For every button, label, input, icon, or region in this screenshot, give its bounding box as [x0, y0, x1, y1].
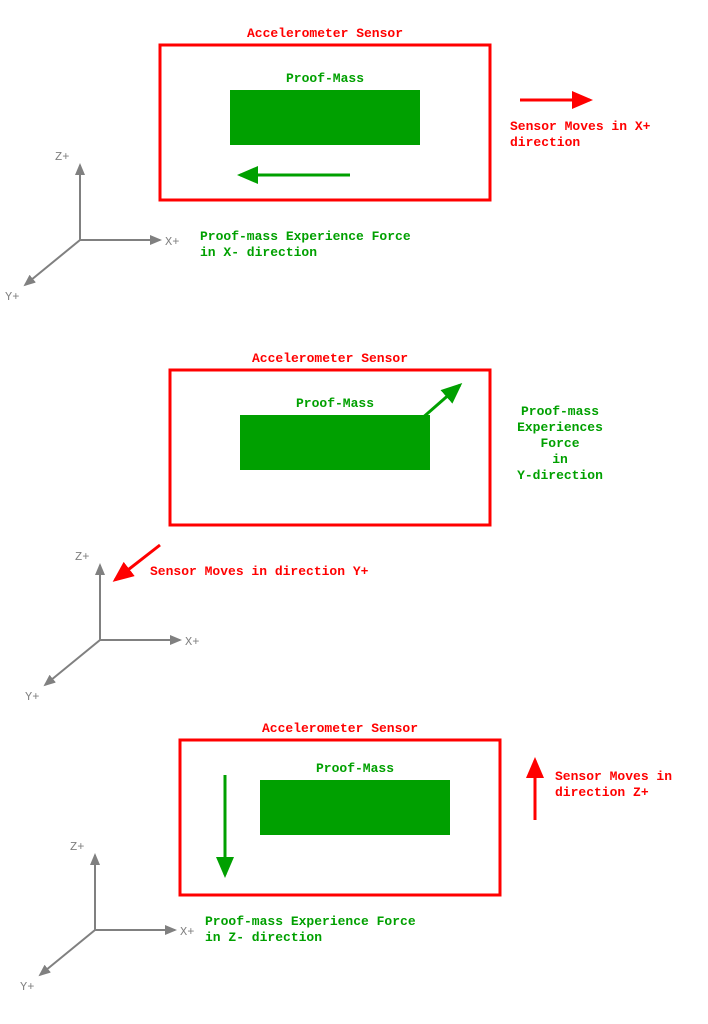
sensor-move-text: Sensor Moves in direction Y+: [150, 564, 369, 579]
proof-force-arrow: [420, 385, 460, 420]
axes: Z+ X+ Y+: [5, 150, 179, 304]
svg-text:Y+: Y+: [25, 690, 39, 704]
panel-1: Accelerometer Sensor Proof-Mass Sensor Mov…: [25, 351, 603, 704]
sensor-title: Accelerometer Sensor: [262, 721, 418, 736]
svg-text:Z+: Z+: [55, 150, 69, 164]
sensor-title: Accelerometer Sensor: [252, 351, 408, 366]
proof-force-text: Proof-mass Experience Forcein X- directi…: [200, 229, 411, 260]
svg-text:Y+: Y+: [20, 980, 34, 994]
svg-text:Y+: Y+: [5, 290, 19, 304]
proof-mass: [230, 90, 420, 145]
proof-mass: [260, 780, 450, 835]
axes: Z+ X+ Y+: [20, 840, 194, 994]
svg-text:X+: X+: [185, 635, 199, 649]
proof-mass: [240, 415, 430, 470]
sensor-move-text: Sensor Moves in X+direction: [510, 119, 651, 150]
sensor-move-text: Sensor Moves indirection Z+: [555, 769, 672, 800]
proof-mass-label: Proof-Mass: [296, 396, 374, 411]
svg-text:Z+: Z+: [70, 840, 84, 854]
svg-text:X+: X+: [180, 925, 194, 939]
proof-force-text: Proof-massExperiencesForceinY-direction: [517, 404, 603, 483]
panel-2: Accelerometer Sensor Proof-Mass Sensor Mov…: [20, 721, 672, 994]
panel-0: Accelerometer Sensor Proof-Mass Sensor Mov…: [5, 26, 651, 304]
proof-force-text: Proof-mass Experience Forcein Z- directi…: [205, 914, 416, 945]
svg-text:Z+: Z+: [75, 550, 89, 564]
sensor-title: Accelerometer Sensor: [247, 26, 403, 41]
svg-text:X+: X+: [165, 235, 179, 249]
proof-mass-label: Proof-Mass: [286, 71, 364, 86]
proof-mass-label: Proof-Mass: [316, 761, 394, 776]
accelerometer-diagram: Accelerometer Sensor Proof-Mass Sensor Mov…: [0, 0, 708, 1024]
